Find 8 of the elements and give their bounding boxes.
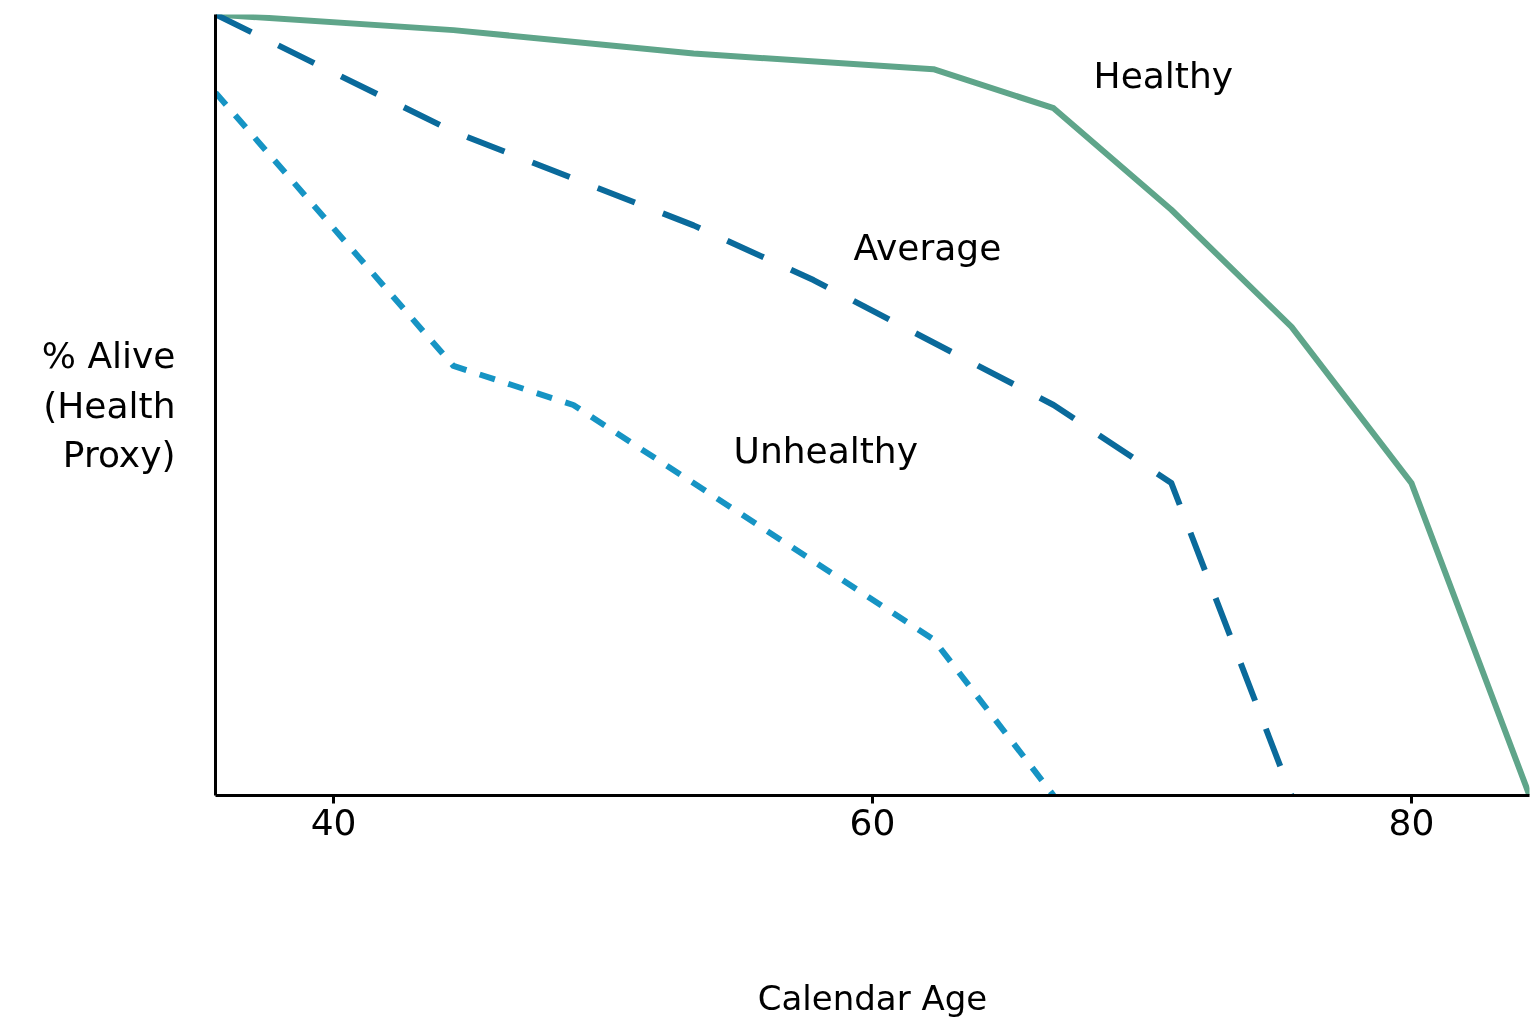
series-label: Average [853,227,1002,269]
x-tick-label: 60 [849,801,896,843]
x-tick-label: 80 [1388,801,1435,843]
y-axis-title: % Alive (Health Proxy) [41,335,176,475]
series-label: Healthy [1093,55,1234,97]
series-label: Unhealthy [733,430,918,472]
x-axis-title: Calendar Age [757,977,988,1018]
x-tick-label: 40 [310,801,357,843]
